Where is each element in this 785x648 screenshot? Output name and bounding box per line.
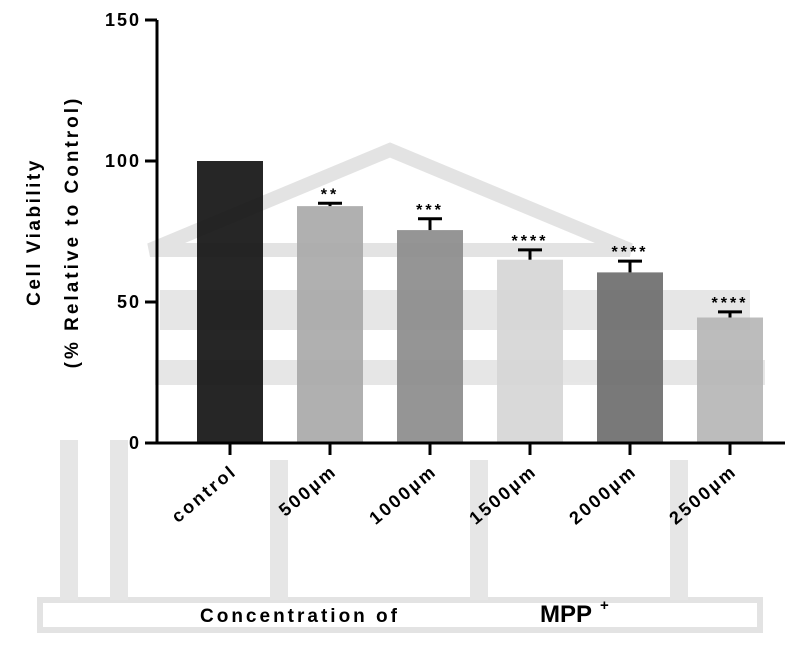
- x-axis-label: Concentration of: [200, 606, 400, 627]
- chart: Cell Viability (% Relative to Control) C…: [0, 0, 785, 648]
- y-tick-label: 0: [129, 433, 141, 453]
- y-axis-label: Cell Viability: [24, 158, 45, 306]
- y-tick-label: 150: [105, 10, 141, 30]
- x-axis-label-superscript: +: [600, 597, 609, 614]
- bar: [497, 260, 563, 443]
- significance-label: **: [321, 186, 339, 203]
- significance-label: ****: [712, 295, 749, 312]
- watermark-column: [60, 440, 78, 600]
- watermark-column: [470, 460, 488, 600]
- significance-label: ***: [416, 202, 444, 219]
- x-tick-label: 1000µm: [365, 461, 440, 529]
- watermark-column: [270, 460, 288, 600]
- watermark-column: [110, 440, 128, 600]
- bar: [297, 206, 363, 443]
- watermark-column: [670, 460, 688, 600]
- watermark-base: [40, 600, 760, 630]
- significance-label: ****: [612, 244, 649, 261]
- bar: [597, 272, 663, 443]
- bar: [697, 318, 763, 443]
- x-tick-label: control: [168, 461, 241, 527]
- bar: [397, 230, 463, 443]
- y-tick-label: 100: [105, 151, 141, 171]
- x-axis-label-suffix: MPP: [540, 601, 592, 628]
- bar: [197, 161, 263, 443]
- x-tick-label: 2000µm: [565, 461, 640, 529]
- y-tick-label: 50: [117, 292, 141, 312]
- y-axis-label: (% Relative to Control): [62, 96, 83, 369]
- significance-label: ****: [512, 233, 549, 250]
